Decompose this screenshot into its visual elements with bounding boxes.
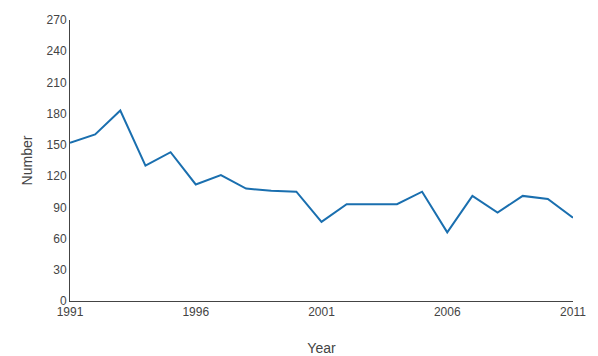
svg-text:120: 120: [47, 169, 67, 183]
svg-text:30: 30: [53, 263, 67, 277]
svg-text:0: 0: [60, 294, 67, 308]
svg-text:2006: 2006: [434, 305, 461, 319]
svg-text:1996: 1996: [182, 305, 209, 319]
svg-text:240: 240: [47, 44, 67, 58]
svg-text:60: 60: [53, 232, 67, 246]
svg-text:150: 150: [47, 138, 67, 152]
svg-text:180: 180: [47, 107, 67, 121]
svg-text:90: 90: [53, 201, 67, 215]
svg-text:1991: 1991: [57, 305, 84, 319]
svg-text:2001: 2001: [308, 305, 335, 319]
svg-text:210: 210: [47, 76, 67, 90]
svg-text:270: 270: [47, 13, 67, 27]
svg-text:2011: 2011: [560, 305, 586, 319]
svg-text:Year: Year: [307, 340, 336, 356]
svg-text:Number: Number: [19, 135, 35, 185]
